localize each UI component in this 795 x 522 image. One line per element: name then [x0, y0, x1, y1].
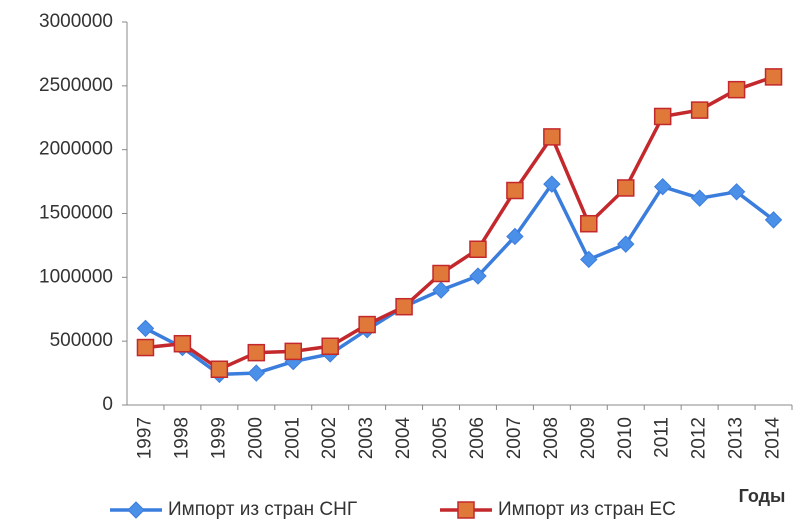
- legend-label: Импорт из стран СНГ: [168, 499, 357, 520]
- marker: [432, 281, 450, 299]
- marker: [727, 183, 746, 201]
- x-tick-label: 2005: [430, 417, 451, 459]
- y-tick-label: 0: [102, 394, 113, 415]
- marker: [395, 297, 413, 316]
- marker: [653, 177, 672, 196]
- x-tick-label: 2013: [726, 417, 747, 459]
- marker: [764, 211, 783, 229]
- marker: [580, 214, 598, 233]
- x-tick-label: 2003: [356, 417, 377, 459]
- marker: [469, 240, 487, 258]
- marker: [127, 501, 145, 519]
- marker: [727, 80, 746, 99]
- x-tick-label: 1997: [134, 417, 155, 459]
- marker: [617, 235, 635, 253]
- marker: [764, 68, 783, 86]
- x-tick-label: 2006: [467, 417, 488, 459]
- marker: [136, 319, 155, 338]
- marker: [173, 334, 192, 353]
- marker: [210, 360, 229, 379]
- marker: [617, 179, 635, 197]
- x-tick-label: 2010: [615, 417, 636, 459]
- marker: [358, 315, 376, 334]
- y-tick-label: 2500000: [39, 75, 113, 96]
- x-axis-label: Годы: [739, 486, 786, 506]
- marker: [653, 107, 672, 126]
- y-tick-label: 3000000: [39, 11, 113, 32]
- marker: [690, 189, 709, 207]
- legend-label: Импорт из стран ЕС: [498, 499, 676, 520]
- x-tick-label: 2001: [282, 417, 303, 459]
- x-tick-label: 2009: [578, 417, 599, 459]
- x-tick-label: 2007: [504, 417, 525, 459]
- legend-item: Импорт из стран ЕС: [440, 499, 676, 520]
- marker: [136, 338, 155, 357]
- x-tick-label: 2014: [763, 417, 784, 460]
- marker: [457, 501, 475, 519]
- marker: [580, 250, 598, 269]
- marker: [543, 128, 561, 146]
- y-tick-label: 1000000: [39, 266, 113, 287]
- marker: [543, 175, 561, 193]
- x-tick-label: 2004: [393, 417, 414, 460]
- marker: [690, 101, 709, 119]
- marker: [506, 227, 524, 246]
- marker: [506, 181, 524, 200]
- x-tick-label: 1998: [171, 417, 192, 459]
- x-tick-label: 2002: [319, 417, 340, 459]
- x-tick-label: 2012: [689, 417, 710, 459]
- legend-item: Импорт из стран СНГ: [110, 499, 357, 520]
- x-tick-label: 2000: [245, 417, 266, 459]
- y-tick-label: 2000000: [39, 139, 113, 160]
- marker: [247, 343, 266, 362]
- x-tick-label: 2008: [541, 417, 562, 459]
- marker: [432, 264, 450, 283]
- y-tick-label: 1500000: [39, 203, 113, 224]
- marker: [469, 267, 487, 285]
- x-tick-label: 2011: [652, 417, 673, 458]
- marker: [284, 342, 302, 361]
- marker: [247, 364, 266, 382]
- series-line: [145, 75, 775, 372]
- y-tick-label: 500000: [50, 330, 113, 351]
- x-tick-label: 1999: [208, 417, 229, 459]
- marker: [321, 337, 339, 356]
- series-line: [144, 180, 775, 377]
